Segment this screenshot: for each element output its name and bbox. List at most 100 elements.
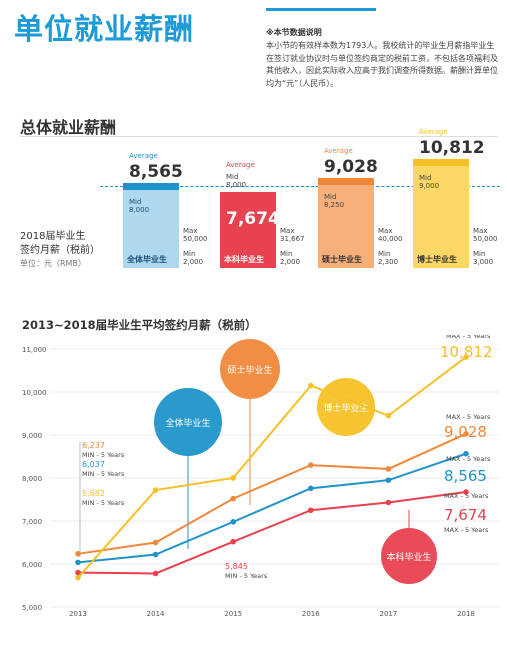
point-1-6 — [463, 450, 469, 457]
min-value-undergrad: 5,845 — [225, 562, 248, 571]
point-1-1 — [75, 559, 81, 566]
y-tick-3: 8,000 — [22, 475, 42, 483]
x-tick-0: 2013 — [69, 610, 87, 618]
bar-category-4: 博士毕业生 — [417, 255, 457, 264]
mid-value-4: 9,000 — [419, 182, 440, 190]
y-tick-2: 7,000 — [22, 518, 42, 526]
section1-divider — [20, 136, 498, 137]
mid-value-3: 8,250 — [324, 201, 345, 209]
x-tick-4: 2017 — [379, 610, 397, 618]
salary-bar-chart: Average 8,565 Mid 8,000 Max 50,000 Min 2,000 全体… — [0, 0, 507, 300]
min-value-2: 2,000 — [280, 258, 301, 266]
bubble-2 — [220, 339, 280, 399]
top-rule — [266, 8, 376, 11]
mid-label-2: Mid — [226, 173, 239, 181]
max-label-undergrad-top: MAX - 5 Years — [444, 492, 489, 500]
point-1-4 — [308, 485, 314, 492]
min-label-overall: MIN - 5 Years — [82, 470, 125, 478]
bubble-4 — [381, 528, 437, 584]
row-label-2: 签约月薪（税前） — [20, 245, 100, 256]
bar-3 — [318, 181, 374, 268]
max-value-master: 9,028 — [444, 423, 487, 441]
bubble-3 — [317, 378, 375, 436]
min-label-master: MIN - 5 Years — [82, 451, 125, 459]
min-label-undergrad: MIN - 5 Years — [225, 572, 268, 580]
point-4-1 — [75, 574, 81, 581]
bar-category-3: 硕士毕业生 — [322, 255, 362, 264]
series-line-4 — [77, 356, 467, 579]
max-value-overall: 8,565 — [444, 467, 487, 485]
mid-label-1: Mid — [129, 198, 142, 206]
mid-label-4: Mid — [419, 174, 432, 182]
point-2-5 — [385, 499, 392, 506]
note-body: 本小节的有效样本数为1793人。我校统计的毕业生月薪指毕业生在签订就业协议时与单… — [266, 41, 498, 88]
point-4-3 — [230, 475, 236, 481]
min-value-master: 6,237 — [82, 441, 105, 450]
max-label-4: Max — [473, 227, 488, 235]
x-tick-3: 2016 — [302, 610, 320, 618]
max-label-master: MAX - 5 Years — [446, 413, 491, 421]
average-value-2: 7,674 — [226, 209, 280, 229]
point-3-3 — [230, 495, 236, 502]
section1-title: 总体就业薪酬 — [20, 118, 117, 137]
min-value-4: 3,000 — [473, 258, 494, 266]
y-tick-0: 5,000 — [22, 604, 42, 612]
salary-line-chart: 5,000 6,000 7,000 8,000 9,000 10,000 11,000 201… — [22, 335, 500, 618]
max-value-1: 50,000 — [183, 235, 208, 243]
row-label-1: 2018届毕业生 — [20, 231, 86, 242]
min-value-1: 2,000 — [183, 258, 204, 266]
point-4-5 — [385, 412, 392, 419]
point-3-6 — [463, 430, 469, 437]
mid-value-1: 8,000 — [129, 206, 150, 214]
point-1-3 — [230, 519, 236, 525]
x-tick-5: 2018 — [457, 610, 475, 618]
bubble-label-1: 全体毕业生 — [165, 417, 210, 429]
min-value-3: 2,300 — [378, 258, 399, 266]
mid-label-3: Mid — [324, 193, 337, 201]
max-label-2: Max — [280, 227, 295, 235]
point-2-3 — [230, 538, 236, 545]
unit-label: 单位：元（RMB） — [20, 259, 86, 268]
max-value-undergrad: 7,674 — [444, 506, 487, 524]
mid-value-2: 8,000 — [226, 181, 247, 189]
bar-cap-4 — [413, 159, 469, 166]
min-label-1: Min — [183, 250, 196, 258]
min-label-3: Min — [378, 250, 391, 258]
x-tick-1: 2014 — [147, 610, 165, 618]
bar-category-1: 全体毕业生 — [127, 255, 167, 264]
average-label-1: Average — [129, 152, 158, 160]
bar-cap-3 — [318, 178, 374, 185]
min-value-overall: 6,037 — [82, 460, 105, 469]
average-value-4: 10,812 — [419, 138, 485, 158]
y-tick-6: 11,000 — [22, 346, 47, 354]
min-value-doctor: 5,682 — [82, 489, 105, 498]
bar-cap-1 — [123, 183, 179, 190]
point-2-2 — [152, 570, 159, 577]
bar-cap-2 — [220, 192, 276, 199]
y-tick-4: 9,000 — [22, 432, 42, 440]
point-1-5 — [385, 477, 392, 483]
max-label-overall: MAX - 5 Years — [446, 455, 491, 463]
average-label-4: Average — [419, 128, 448, 136]
point-4-4 — [308, 382, 314, 389]
min-label-2: Min — [280, 250, 293, 258]
max-label-3: Max — [378, 227, 393, 235]
min-label-doctor: MIN - 5 Years — [82, 499, 125, 507]
bar-2 — [220, 195, 276, 268]
page-title: 单位就业薪酬 — [14, 12, 195, 46]
bubble-label-4: 本科毕业生 — [386, 551, 431, 563]
max-value-doctor: 10,812 — [440, 343, 493, 361]
max-value-3: 40,000 — [378, 235, 403, 243]
average-label-3: Average — [324, 147, 353, 155]
min-label-4: Min — [473, 250, 486, 258]
average-label-2: Average — [226, 161, 255, 169]
bubble-1 — [154, 388, 222, 456]
average-value-1: 8,565 — [129, 162, 183, 182]
section2-title: 2013~2018届毕业生平均签约月薪（税前） — [22, 318, 257, 332]
point-3-5 — [385, 466, 392, 472]
y-tick-5: 10,000 — [22, 389, 47, 397]
x-tick-2: 2015 — [224, 610, 242, 618]
point-2-6 — [463, 489, 469, 495]
series-line-3 — [77, 432, 467, 555]
max-label-undergrad: MAX - 5 Years — [444, 526, 489, 534]
